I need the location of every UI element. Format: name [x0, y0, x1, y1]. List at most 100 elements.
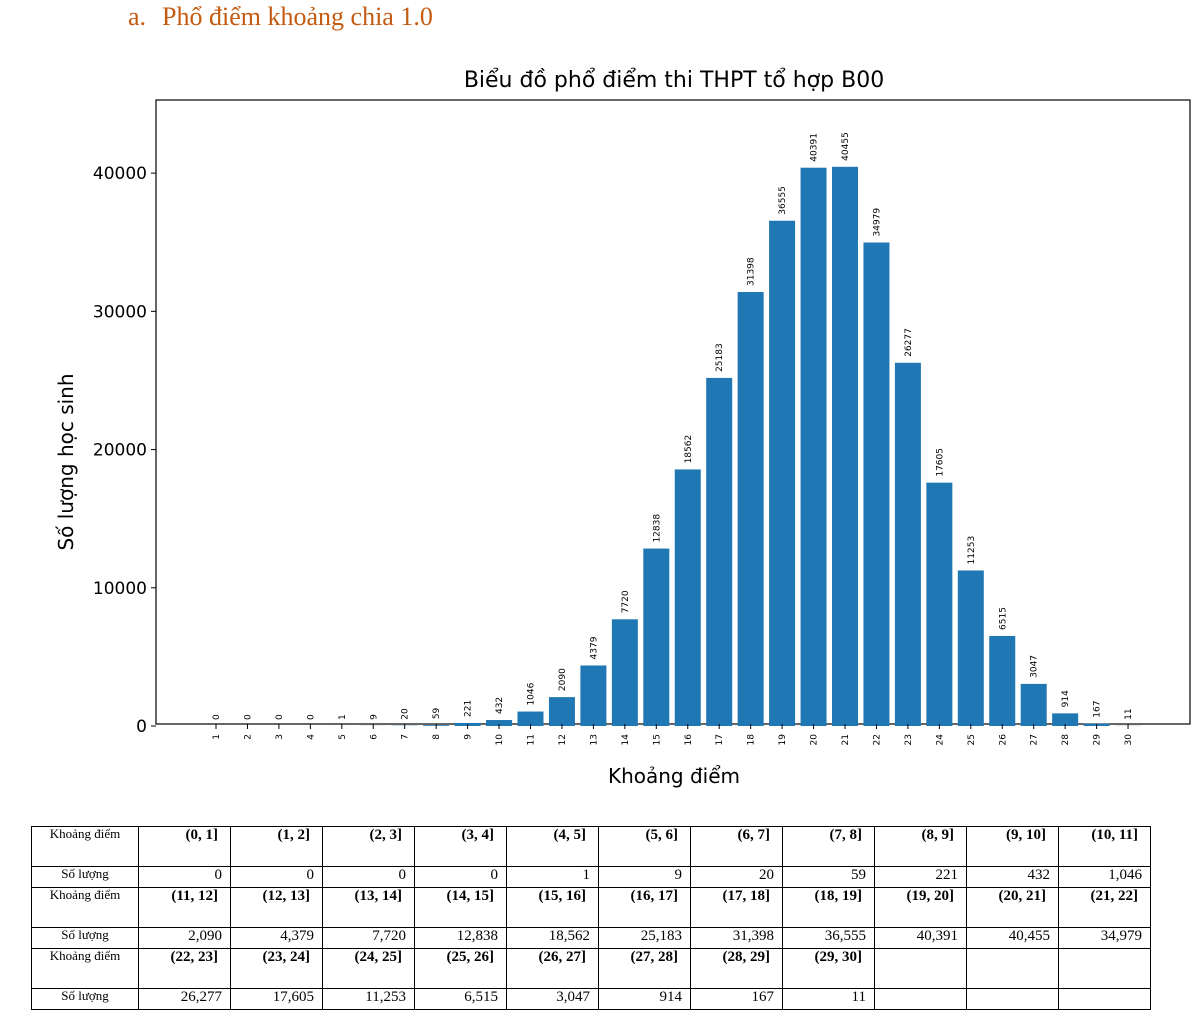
range-row-label: Khoảng điểm: [31, 887, 139, 928]
range-row: Khoảng điểm (11, 12] (12, 13] (13, 14] (14, …: [31, 887, 1151, 928]
count-cell: 0: [322, 866, 415, 888]
x-tick-label: 12: [558, 734, 568, 745]
count-cell: [1058, 988, 1151, 1010]
data-label: 2090: [558, 668, 568, 691]
x-tick-label: 22: [872, 734, 882, 745]
data-label: 4379: [589, 636, 599, 659]
range-row-label: Khoảng điểm: [31, 826, 139, 867]
x-tick-label: 6: [369, 734, 379, 740]
range-cell: (11, 12]: [138, 887, 231, 928]
range-cell: (22, 23]: [138, 948, 231, 989]
count-cell: 26,277: [138, 988, 231, 1010]
x-tick-label: 2: [243, 734, 253, 740]
count-row-label: Số lượng: [31, 988, 139, 1010]
bar: [1052, 713, 1079, 726]
range-row-label: Khoảng điểm: [31, 948, 139, 989]
bar: [611, 619, 638, 726]
count-cell: 0: [138, 866, 231, 888]
range-cell: (6, 7]: [690, 826, 783, 867]
range-cell: (17, 18]: [690, 887, 783, 928]
data-label: 12838: [652, 514, 662, 543]
bar: [957, 570, 984, 726]
count-cell: [874, 988, 967, 1010]
count-cell: 167: [690, 988, 783, 1010]
count-cell: 20: [690, 866, 783, 888]
range-cell: (5, 6]: [598, 826, 691, 867]
data-label: 34979: [872, 208, 882, 237]
x-tick-label: 4: [306, 734, 316, 740]
bars-group: [328, 166, 1142, 727]
data-label: 432: [495, 697, 505, 714]
section-title: Phổ điểm khoảng chia 1.0: [162, 2, 433, 31]
data-label: 0: [212, 714, 222, 720]
bar: [548, 697, 575, 726]
range-cell: (24, 25]: [322, 948, 415, 989]
bar: [674, 469, 701, 726]
count-cell: 25,183: [598, 927, 691, 949]
count-cell: 1,046: [1058, 866, 1151, 888]
range-cell: (12, 13]: [230, 887, 323, 928]
count-cell: 40,455: [966, 927, 1059, 949]
data-label: 36555: [778, 186, 788, 215]
y-tick-label: 20000: [93, 441, 147, 461]
count-cell: 1: [506, 866, 599, 888]
count-cell: 11,253: [322, 988, 415, 1010]
x-tick-label: 13: [589, 734, 599, 745]
data-label: 17605: [935, 448, 945, 477]
count-cell: 18,562: [506, 927, 599, 949]
count-cell: 11: [782, 988, 875, 1010]
data-label: 1: [338, 714, 348, 720]
count-row: Số lượng 0 0 0 0 1 9 20 59 221 432 1,046: [31, 866, 1151, 888]
count-cell: 4,379: [230, 927, 323, 949]
count-row: Số lượng 2,090 4,379 7,720 12,838 18,562 25,18…: [31, 927, 1151, 949]
data-label: 11: [1124, 708, 1134, 719]
x-tick-label: 5: [338, 734, 348, 740]
x-tick-label: 17: [715, 734, 725, 745]
bar: [1020, 683, 1047, 726]
x-tick-label: 26: [998, 734, 1008, 746]
x-tick-label: 9: [464, 734, 474, 740]
range-cell: (20, 21]: [966, 887, 1059, 928]
range-cell: (9, 10]: [966, 826, 1059, 867]
range-cell: (14, 15]: [414, 887, 507, 928]
bar: [706, 377, 733, 726]
range-row: Khoảng điểm (22, 23] (23, 24] (24, 25] (25, …: [31, 948, 1151, 989]
data-label: 31398: [747, 257, 757, 286]
bar: [863, 242, 890, 726]
range-cell: (26, 27]: [506, 948, 599, 989]
range-cell: (28, 29]: [690, 948, 783, 989]
data-label: 59: [432, 707, 442, 719]
count-cell: 221: [874, 866, 967, 888]
x-tick-label: 7: [401, 734, 411, 740]
distribution-table: Khoảng điểm (0, 1] (1, 2] (2, 3] (3, 4] (4, 5…: [31, 826, 1151, 1010]
plot-frame: [155, 99, 1191, 725]
x-tick-label: 19: [778, 734, 788, 746]
data-label: 0: [275, 714, 285, 720]
section-heading: a. Phổ điểm khoảng chia 1.0: [128, 2, 433, 32]
count-row-label: Số lượng: [31, 866, 139, 888]
range-cell: (19, 20]: [874, 887, 967, 928]
x-tick-label: 15: [652, 734, 662, 745]
range-cell: (8, 9]: [874, 826, 967, 867]
data-label: 0: [243, 714, 253, 720]
range-cell: (0, 1]: [138, 826, 231, 867]
data-label: 3047: [1030, 655, 1040, 678]
data-label: 9: [369, 714, 379, 720]
x-tick-label: 16: [684, 734, 694, 746]
data-label: 26277: [904, 328, 914, 357]
data-label: 18562: [684, 435, 694, 464]
count-cell: 432: [966, 866, 1059, 888]
x-tick-label: 25: [967, 734, 977, 745]
range-cell: (1, 2]: [230, 826, 323, 867]
x-tick-label: 18: [747, 734, 757, 746]
range-row: Khoảng điểm (0, 1] (1, 2] (2, 3] (3, 4] (4, 5…: [31, 826, 1151, 867]
range-cell: (18, 19]: [782, 887, 875, 928]
range-cell: [966, 948, 1059, 989]
y-tick-label: 0: [136, 717, 147, 737]
data-label: 914: [1061, 690, 1071, 707]
count-cell: 2,090: [138, 927, 231, 949]
data-label: 25183: [715, 343, 725, 372]
data-label: 1046: [527, 682, 537, 705]
data-label: 20: [401, 708, 411, 720]
count-cell: 34,979: [1058, 927, 1151, 949]
